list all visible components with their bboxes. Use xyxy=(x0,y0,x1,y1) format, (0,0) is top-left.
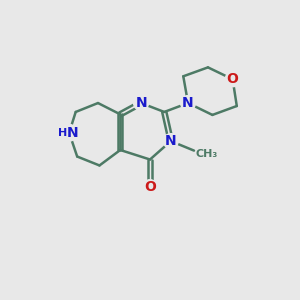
Text: N: N xyxy=(182,96,194,110)
Circle shape xyxy=(181,96,196,110)
Text: N: N xyxy=(165,134,177,148)
Text: O: O xyxy=(227,72,239,86)
Text: N: N xyxy=(66,126,78,140)
Text: CH₃: CH₃ xyxy=(196,149,218,159)
Circle shape xyxy=(164,134,178,148)
Circle shape xyxy=(134,96,148,110)
Circle shape xyxy=(61,124,77,141)
Circle shape xyxy=(225,72,240,87)
Circle shape xyxy=(142,180,158,195)
Text: H: H xyxy=(58,128,67,138)
Text: N: N xyxy=(135,96,147,110)
Text: O: O xyxy=(144,180,156,194)
